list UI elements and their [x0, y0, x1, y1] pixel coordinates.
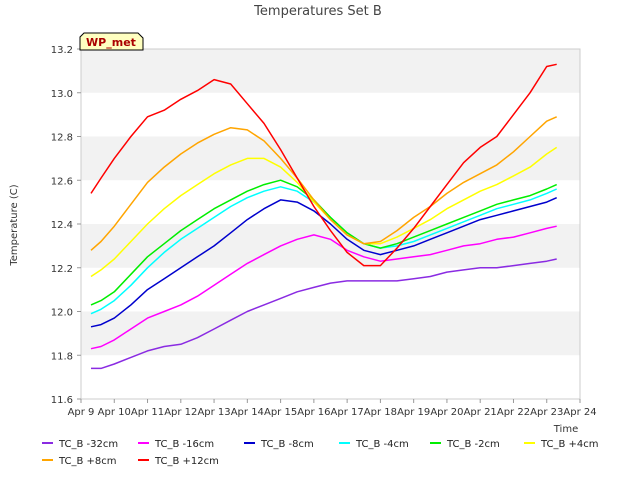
y-axis-ticks: 11.6 11.8 12.0 12.2 12.4 12.6 12.8 13.0 13.2 — [51, 45, 81, 406]
x-tick-label: Apr 19 — [397, 407, 430, 418]
x-tick-label: Apr 18 — [364, 407, 397, 418]
x-tick-label: Apr 12 — [164, 407, 197, 418]
x-axis-label: Time — [553, 424, 578, 435]
legend-label: TC_B +12cm — [154, 456, 219, 467]
y-tick-label: 12.6 — [51, 176, 73, 187]
legend-label: TC_B -2cm — [446, 439, 500, 450]
legend-label: TC_B +8cm — [58, 456, 117, 467]
chart-title: Temperatures Set B — [253, 4, 382, 19]
y-tick-label: 12.2 — [51, 264, 73, 275]
x-tick-label: Apr 10 — [98, 407, 131, 418]
legend-label: TC_B -32cm — [58, 439, 118, 450]
series-line-7 — [90, 63, 557, 267]
station-badge: WP_met — [79, 32, 144, 51]
x-tick-label: Apr 15 — [264, 407, 297, 418]
series-lines — [90, 63, 558, 370]
x-axis-ticks: Apr 9 Apr 10 Apr 11 Apr 12 Apr 13 Apr 14 Apr 1… — [68, 399, 597, 418]
legend-label: TC_B +4cm — [540, 439, 599, 450]
legend-label: TC_B -16cm — [154, 439, 214, 450]
grid-band — [81, 311, 580, 356]
x-tick-label: Apr 14 — [231, 407, 264, 418]
x-tick-label: Apr 11 — [131, 407, 164, 418]
y-tick-label: 13.2 — [51, 45, 73, 56]
grid-band — [81, 49, 580, 93]
legend: TC_B -32cm TC_B -16cm TC_B -8cm TC_B -4cm TC… — [42, 439, 599, 467]
x-tick-label: Apr 20 — [430, 407, 463, 418]
x-tick-label: Apr 21 — [464, 407, 497, 418]
y-tick-label: 11.6 — [51, 395, 73, 406]
grid-band — [81, 92, 580, 137]
y-tick-label: 12.4 — [51, 220, 73, 231]
x-tick-label: Apr 23 — [530, 407, 563, 418]
legend-label: TC_B -4cm — [355, 439, 409, 450]
y-tick-label: 13.0 — [51, 89, 73, 100]
y-tick-label: 11.8 — [51, 351, 73, 362]
x-tick-label: Apr 22 — [497, 407, 530, 418]
series-line-6 — [90, 116, 558, 251]
x-tick-label: Apr 17 — [331, 407, 364, 418]
x-tick-label: Apr 16 — [297, 407, 330, 418]
x-tick-label: Apr 13 — [197, 407, 230, 418]
series-line-0 — [91, 258, 557, 370]
x-tick-label: Apr 24 — [563, 407, 596, 418]
y-axis-label: Temperature (C) — [9, 184, 20, 266]
grid-band — [81, 267, 580, 312]
x-tick-label: Apr 9 — [68, 407, 95, 418]
station-badge-box — [79, 32, 144, 51]
y-tick-label: 12.8 — [51, 133, 73, 144]
legend-label: TC_B -8cm — [260, 439, 314, 450]
series-line-1 — [90, 225, 557, 350]
grid-band — [81, 136, 580, 181]
y-tick-label: 12.0 — [51, 308, 73, 319]
station-badge-text: WP_met — [86, 36, 136, 49]
grid-band — [81, 355, 580, 399]
